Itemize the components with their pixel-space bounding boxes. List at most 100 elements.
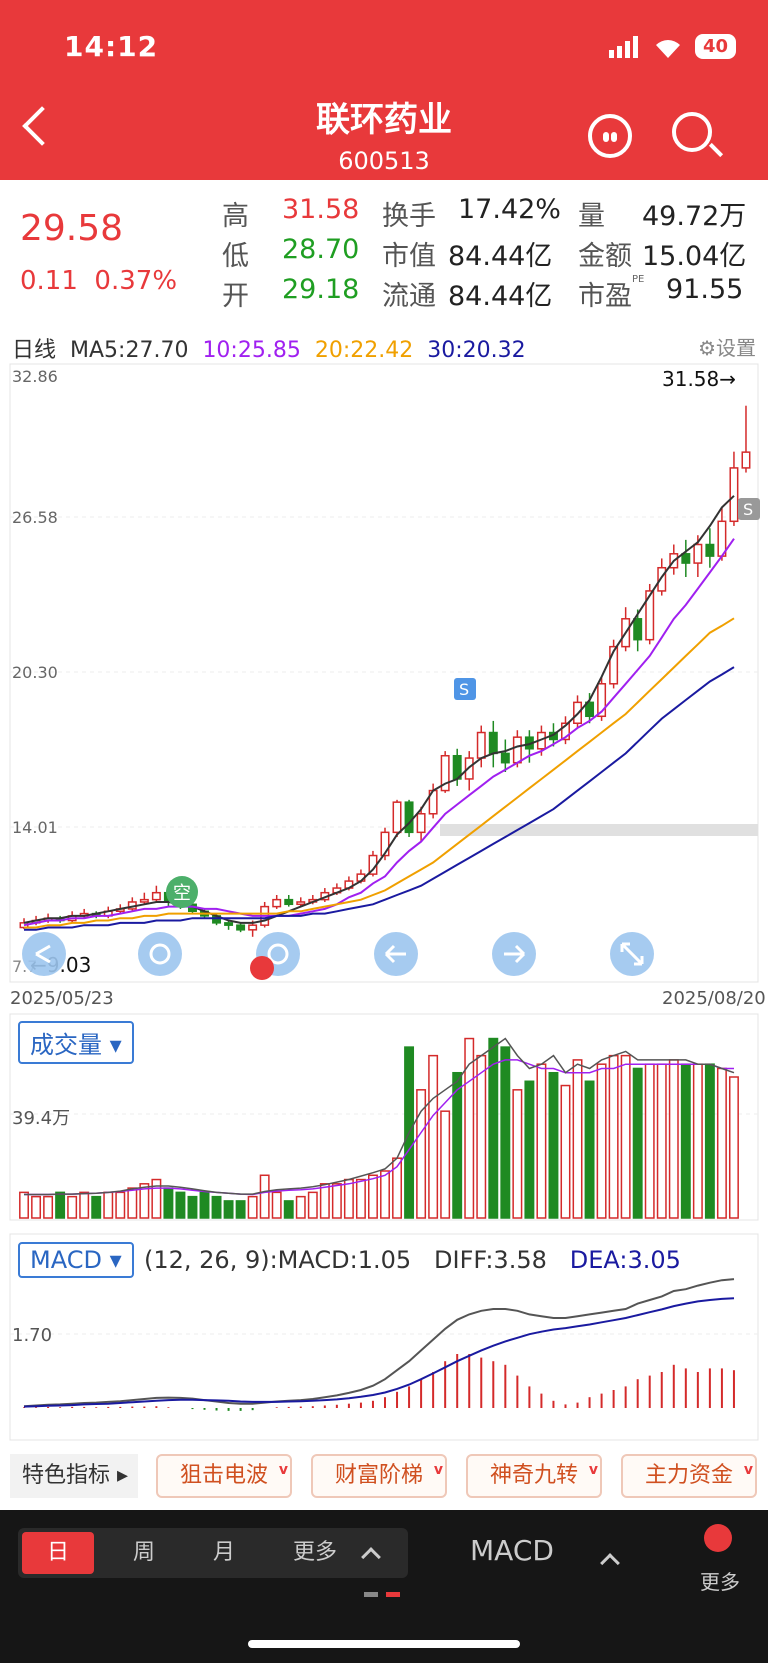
price-panel-frame	[9, 363, 759, 983]
title-block: 联环药业 600513	[0, 92, 768, 175]
candlestick-series	[19, 405, 751, 937]
macd-indicator-select[interactable]: MACD ▾	[18, 1242, 134, 1278]
zoom-in-glyph	[149, 943, 171, 965]
app-header: 14:12 40 联环药业 600513	[0, 0, 768, 180]
assistant-icon[interactable]	[588, 114, 632, 158]
macd-panel-frame	[9, 1233, 759, 1441]
ma10-value: 10:25.85	[202, 338, 301, 363]
diff-line	[23, 1278, 735, 1408]
feature-button[interactable]: 财富阶梯 v	[311, 1454, 447, 1498]
change-value: 0.11	[20, 266, 78, 296]
status-time: 14:12	[64, 30, 159, 63]
period-month[interactable]: 月	[212, 1540, 235, 1565]
feature-button-label: 神奇九转	[489, 1463, 578, 1488]
fullscreen-glyph	[620, 942, 644, 966]
macd-tab-label: MACD	[30, 1246, 102, 1274]
volume-bar	[91, 1195, 102, 1219]
volume-bar	[428, 1054, 439, 1219]
vol_ma10-line	[24, 1037, 735, 1196]
ma-legend: 日线 MA5:27.70 10:25.85 20:22.42 30:20.32	[12, 332, 526, 364]
candle-body	[284, 898, 294, 906]
chart-settings-button[interactable]: ⚙设置	[698, 336, 756, 360]
price-axis-label: 32.86	[12, 367, 58, 386]
kong-badge-label: 空	[173, 883, 191, 904]
event-marker-icon[interactable]	[250, 956, 274, 980]
volume-bar	[175, 1191, 186, 1219]
pe-value: 91.55	[666, 274, 744, 305]
volume-bar	[476, 1054, 487, 1219]
pe-label: 市盈PE	[578, 274, 644, 313]
more-label[interactable]: 更多	[700, 1570, 740, 1594]
pe-superscript: PE	[632, 274, 645, 285]
ma30-line	[24, 666, 735, 931]
volume-bar	[295, 1195, 306, 1219]
volume-bar	[368, 1174, 378, 1219]
amount-value: 15.04亿	[642, 241, 747, 272]
more-icon[interactable]	[704, 1524, 732, 1552]
chevron-up-icon[interactable]	[361, 1547, 381, 1567]
s-badge-label: S	[743, 500, 753, 519]
float-label: 流通	[382, 281, 436, 312]
volume-value: 49.72万	[642, 201, 747, 232]
volume-bar	[307, 1191, 318, 1219]
candle-body	[609, 645, 619, 685]
macd-lines	[23, 1278, 735, 1408]
kong-badge[interactable]	[166, 876, 198, 908]
volume-bar	[680, 1063, 691, 1219]
volume-bar	[584, 1080, 595, 1219]
chevron-up-icon[interactable]	[600, 1553, 620, 1573]
feature-indicators: 特色指标 ▸ 狙击电波 v 财富阶梯 v 神奇九转 v 主力资金 v	[0, 1450, 768, 1502]
volume-bar	[644, 1063, 655, 1219]
feature-button[interactable]: 主力资金 v	[621, 1454, 757, 1498]
ma10-line	[23, 538, 735, 927]
feature-button[interactable]: 狙击电波 v	[156, 1454, 292, 1498]
status-indicators: 40	[608, 34, 736, 59]
zoom-in-icon[interactable]	[138, 932, 182, 976]
candle-body	[224, 922, 234, 926]
candle-body	[151, 891, 161, 901]
volume-indicator-select[interactable]: 成交量 ▾	[18, 1021, 134, 1064]
float-value: 84.44亿	[448, 281, 553, 312]
quote-row: 低 28.70 市值 84.44亿 金额 15.04亿	[222, 234, 762, 274]
stock-chart[interactable]: 32.86 26.58 20.30 14.01 31.58→ 7.7 ←9.03…	[0, 0, 768, 1500]
volume-bar	[187, 1195, 198, 1219]
ma30-value: 30:20.32	[427, 338, 526, 363]
price-axis-label: 20.30	[12, 663, 58, 682]
volume-bar	[31, 1195, 42, 1219]
candle-body	[500, 752, 510, 764]
candle-body	[404, 801, 414, 834]
period-selector: 日 周 月 更多	[18, 1528, 408, 1578]
period-more[interactable]: 更多	[292, 1540, 337, 1565]
volume-bar	[668, 1059, 679, 1219]
volume-bar	[43, 1195, 54, 1219]
scroll-left-icon[interactable]	[22, 932, 66, 976]
bottom-toolbar: 日 周 月 更多 MACD 更多	[0, 1510, 768, 1663]
volume-bar	[223, 1200, 234, 1219]
search-icon[interactable]	[672, 112, 712, 152]
feature-button[interactable]: 神奇九转 v	[466, 1454, 602, 1498]
bottom-indicator-select[interactable]: MACD	[470, 1534, 554, 1567]
volume-bar	[103, 1191, 114, 1219]
quote-panel: 29.58 0.11 0.37% 高 31.58 换手 17.42% 量 49.…	[0, 180, 768, 315]
candle-body	[272, 898, 282, 908]
scroll-left-arrow	[35, 944, 51, 964]
s-badge[interactable]	[738, 498, 760, 520]
volume-bar	[319, 1183, 330, 1219]
period-day[interactable]: 日	[22, 1532, 94, 1574]
feature-button-label: 狙击电波	[179, 1463, 268, 1488]
quote-row: 高 31.58 换手 17.42% 量 49.72万	[222, 194, 762, 234]
volume-bar	[127, 1187, 138, 1219]
volume-bar	[500, 1046, 511, 1219]
period-week[interactable]: 周	[132, 1540, 155, 1565]
wifi-icon	[655, 39, 680, 58]
s-badge[interactable]	[454, 678, 476, 700]
ma5-value: MA5:27.70	[70, 338, 189, 363]
feature-indicators-label[interactable]: 特色指标 ▸	[10, 1454, 138, 1498]
stock-name: 联环药业	[316, 100, 452, 140]
volume-bar	[704, 1063, 715, 1219]
ma5-line	[23, 495, 735, 924]
stock-code: 600513	[338, 147, 430, 175]
low-value: 28.70	[282, 234, 360, 265]
volume-bar	[416, 1089, 427, 1219]
